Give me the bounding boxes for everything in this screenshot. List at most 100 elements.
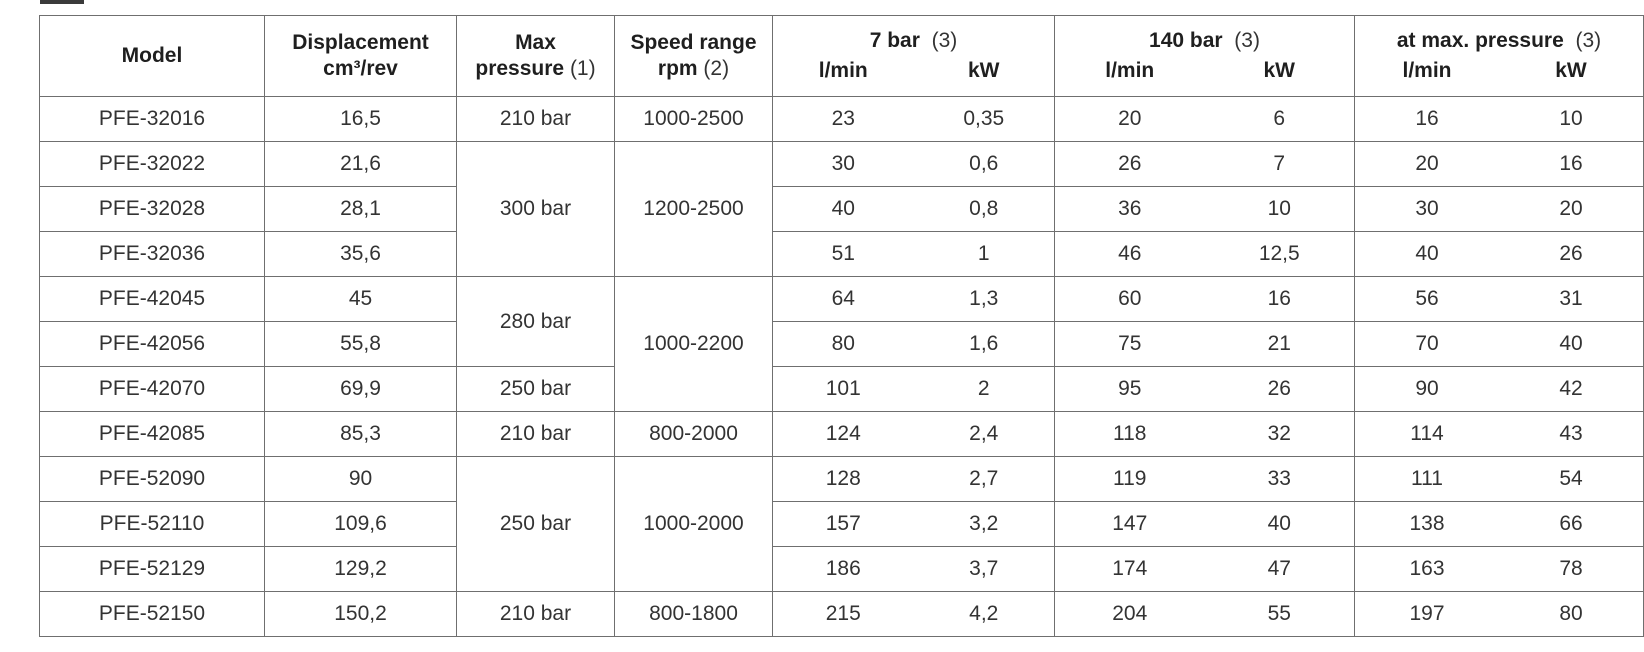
- header-at-max-pressure: at max. pressure (3) l/min kW: [1354, 15, 1644, 97]
- cell-at-max-pressure: 20 16: [1354, 141, 1644, 187]
- cell-displacement: 90: [264, 456, 457, 502]
- table-row: PFE-32036 35,6 51 1 46 12,5 40 26: [39, 231, 1644, 277]
- cell-displacement: 28,1: [264, 186, 457, 232]
- cell-speed-range: 1000-2500: [614, 96, 773, 142]
- cell-7-bar: 186 3,7: [772, 546, 1055, 592]
- cell-at-max-pressure: 114 43: [1354, 411, 1644, 457]
- unit-lmin: l/min: [1105, 59, 1155, 82]
- table-row: PFE-32016 16,5 210 bar 1000-2500 23 0,35 …: [39, 96, 1644, 142]
- cell-140-bar: 60 16: [1054, 276, 1355, 322]
- cell-displacement: 69,9: [264, 366, 457, 412]
- header-model: Model: [39, 15, 265, 97]
- cell-7-bar: 30 0,6: [772, 141, 1055, 187]
- cell-max-pressure: 210 bar: [456, 411, 615, 457]
- cell-displacement: 150,2: [264, 591, 457, 637]
- cell-max-pressure: 210 bar: [456, 96, 615, 142]
- cell-7-bar: 80 1,6: [772, 321, 1055, 367]
- unit-kw: kW: [968, 59, 1000, 82]
- cell-at-max-pressure: 40 26: [1354, 231, 1644, 277]
- cell-model: PFE-32022: [39, 141, 265, 187]
- cell-at-max-pressure: 16 10: [1354, 96, 1644, 142]
- cell-model: PFE-52110: [39, 501, 265, 547]
- table-row: PFE-42085 85,3 210 bar 800-2000 124 2,4 1…: [39, 411, 1644, 457]
- unit-lmin: l/min: [1402, 59, 1452, 82]
- table-row: PFE-52150 150,2 210 bar 800-1800 215 4,2 …: [39, 591, 1644, 637]
- cell-displacement: 109,6: [264, 501, 457, 547]
- unit-lmin: l/min: [818, 59, 868, 82]
- cell-model: PFE-32036: [39, 231, 265, 277]
- cell-max-pressure: 300 bar: [456, 141, 615, 277]
- cell-140-bar: 204 55: [1054, 591, 1355, 637]
- cell-140-bar: 20 6: [1054, 96, 1355, 142]
- cell-140-bar: 174 47: [1054, 546, 1355, 592]
- header-displacement: Displacement cm³/rev: [264, 15, 457, 97]
- header-140-bar: 140 bar (3) l/min kW: [1054, 15, 1355, 97]
- cell-model: PFE-42045: [39, 276, 265, 322]
- cell-7-bar: 51 1: [772, 231, 1055, 277]
- cell-140-bar: 119 33: [1054, 456, 1355, 502]
- cell-displacement: 85,3: [264, 411, 457, 457]
- cell-displacement: 16,5: [264, 96, 457, 142]
- table-row: PFE-42056 55,8 80 1,6 75 21 70 40: [39, 321, 1644, 367]
- cell-140-bar: 46 12,5: [1054, 231, 1355, 277]
- cell-at-max-pressure: 70 40: [1354, 321, 1644, 367]
- cell-7-bar: 23 0,35: [772, 96, 1055, 142]
- cell-speed-range: 1200-2500: [614, 141, 773, 277]
- cell-140-bar: 118 32: [1054, 411, 1355, 457]
- cell-displacement: 129,2: [264, 546, 457, 592]
- cell-model: PFE-42085: [39, 411, 265, 457]
- cell-displacement: 45: [264, 276, 457, 322]
- cell-7-bar: 64 1,3: [772, 276, 1055, 322]
- cell-at-max-pressure: 163 78: [1354, 546, 1644, 592]
- cell-7-bar: 157 3,2: [772, 501, 1055, 547]
- table-row: PFE-42045 45 280 bar 1000-2200 64 1,3 60 1…: [39, 276, 1644, 412]
- cell-140-bar: 147 40: [1054, 501, 1355, 547]
- pump-spec-table: Model Displacement cm³/rev Max pressure …: [39, 15, 1644, 637]
- table-row: PFE-52090 90 250 bar 1000-2000 128 2,7 11…: [39, 456, 1644, 592]
- cell-at-max-pressure: 90 42: [1354, 366, 1644, 412]
- cell-speed-range: 800-2000: [614, 411, 773, 457]
- cell-7-bar: 215 4,2: [772, 591, 1055, 637]
- cell-displacement: 55,8: [264, 321, 457, 367]
- cell-at-max-pressure: 111 54: [1354, 456, 1644, 502]
- table-row: PFE-42070 69,9 250 bar 101 2 95 26 90 42: [39, 366, 1644, 412]
- cell-model: PFE-52150: [39, 591, 265, 637]
- cell-7-bar: 40 0,8: [772, 186, 1055, 232]
- cell-at-max-pressure: 197 80: [1354, 591, 1644, 637]
- cell-max-pressure: 210 bar: [456, 591, 615, 637]
- header-7-bar: 7 bar (3) l/min kW: [772, 15, 1055, 97]
- cell-model: PFE-32016: [39, 96, 265, 142]
- cell-displacement: 35,6: [264, 231, 457, 277]
- cell-140-bar: 36 10: [1054, 186, 1355, 232]
- cell-speed-range: 800-1800: [614, 591, 773, 637]
- cell-140-bar: 95 26: [1054, 366, 1355, 412]
- cell-7-bar: 128 2,7: [772, 456, 1055, 502]
- cell-at-max-pressure: 56 31: [1354, 276, 1644, 322]
- cell-7-bar: 124 2,4: [772, 411, 1055, 457]
- cell-model: PFE-52090: [39, 456, 265, 502]
- cell-displacement: 21,6: [264, 141, 457, 187]
- cell-model: PFE-52129: [39, 546, 265, 592]
- cell-model: PFE-42056: [39, 321, 265, 367]
- header-max-pressure: Max pressure (1): [456, 15, 615, 97]
- cell-max-pressure: 250 bar: [456, 366, 615, 412]
- cell-speed-range: 1000-2200: [614, 276, 773, 412]
- corner-mark: [40, 0, 84, 4]
- cell-max-pressure: 250 bar: [456, 456, 615, 592]
- cell-at-max-pressure: 138 66: [1354, 501, 1644, 547]
- cell-model: PFE-42070: [39, 366, 265, 412]
- header-speed-range: Speed range rpm (2): [614, 15, 773, 97]
- unit-kw: kW: [1263, 59, 1296, 82]
- cell-7-bar: 101 2: [772, 366, 1055, 412]
- header-row: Model Displacement cm³/rev Max pressure …: [39, 15, 1644, 97]
- unit-kw: kW: [1555, 59, 1587, 82]
- cell-at-max-pressure: 30 20: [1354, 186, 1644, 232]
- table-row: PFE-52110 109,6 157 3,2 147 40 138 66: [39, 501, 1644, 547]
- table-row: PFE-52129 129,2 186 3,7 174 47 163 78: [39, 546, 1644, 592]
- cell-140-bar: 26 7: [1054, 141, 1355, 187]
- table-row: PFE-32028 28,1 40 0,8 36 10 30 20: [39, 186, 1644, 232]
- cell-140-bar: 75 21: [1054, 321, 1355, 367]
- cell-model: PFE-32028: [39, 186, 265, 232]
- cell-max-pressure: 280 bar: [456, 276, 615, 367]
- table-row: PFE-32022 21,6 300 bar 1200-2500 30 0,6 2…: [39, 141, 1644, 277]
